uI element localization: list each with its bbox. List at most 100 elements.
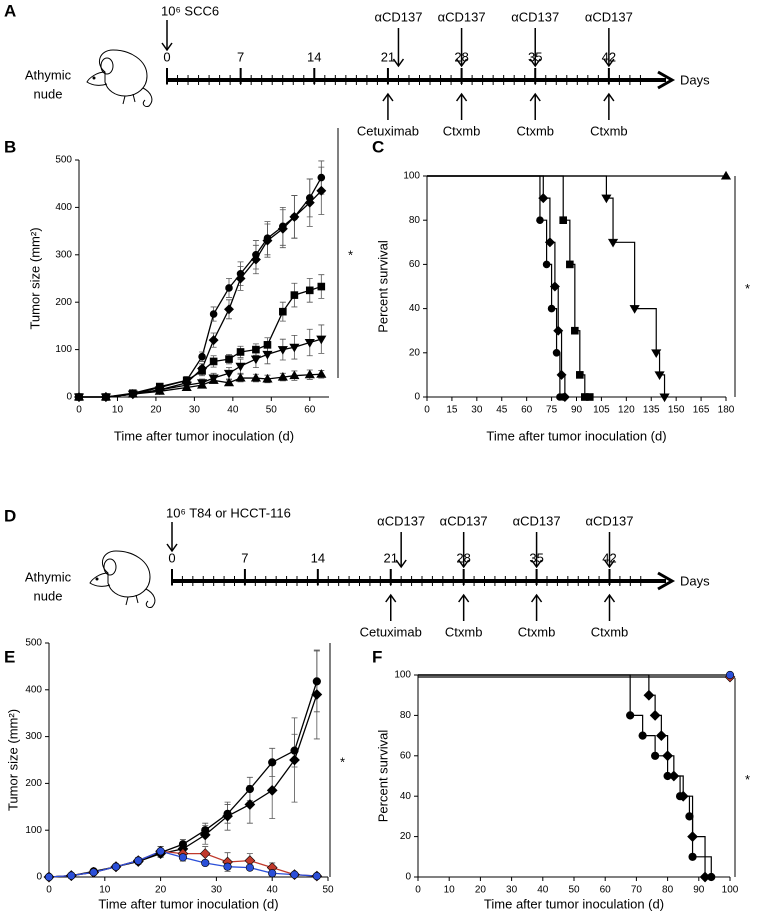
marker [566,260,574,269]
x-tick-label: 40 [227,405,239,416]
y-tick-label: 300 [25,731,42,742]
marker [67,871,76,880]
y-tick-label: 400 [25,684,42,695]
x-axis-label: Time after tumor inoculation (d) [486,428,666,443]
arrow-head [455,92,468,102]
tick-label: 14 [311,550,325,565]
marker [44,872,54,882]
marker [223,862,232,871]
treatment-label: αCD137 [511,9,559,24]
inoculation-label: 10⁶ SCC6 [161,3,219,18]
marker [643,689,655,701]
marker [223,377,235,387]
marker [559,392,570,402]
arrow-head [529,92,541,102]
y-tick-label: 100 [55,344,72,355]
panel-label: C [372,137,384,156]
marker [626,711,635,720]
y-tick-label: 0 [405,872,411,883]
marker [638,731,647,740]
tick-label: 0 [168,550,175,565]
marker [277,371,288,381]
arrow-head [529,58,541,68]
arrow-head [603,559,616,569]
significance-label: * [745,772,750,787]
x-tick-label: 0 [46,885,52,896]
y-tick-label: 40 [400,791,412,802]
treatment-label: αCD137 [586,513,634,528]
x-tick-label: 0 [76,405,82,416]
arrow-head [455,58,468,68]
marker [222,810,233,822]
y-tick-label: 0 [414,392,420,403]
x-tick-label: 30 [471,405,483,416]
survival-line [427,175,590,398]
x-tick-label: 45 [496,405,508,416]
marker [662,750,673,762]
marker [208,335,219,346]
x-tick-label: 105 [593,405,610,416]
marker [89,868,98,877]
marker [197,380,208,389]
arrow-head [603,58,615,68]
marker [73,391,85,401]
arrow-head [392,58,405,68]
host-label: nude [34,588,63,603]
arrow-head [161,42,173,52]
marker [312,871,321,881]
marker [536,216,544,224]
marker [316,335,327,345]
marker [199,848,211,859]
x-tick-label: 40 [267,885,279,896]
host-label: Athymic [25,569,72,584]
arrow-head [395,559,407,569]
y-tick-label: 200 [25,778,42,789]
arrow-head [166,543,178,553]
y-tick-label: 200 [55,297,72,308]
x-tick-label: 90 [693,885,705,896]
marker [317,282,326,291]
marker [289,211,300,222]
timeline-arrowhead [657,571,676,591]
treatment-label: αCD137 [585,9,633,24]
marker [544,237,555,248]
y-tick-label: 400 [55,202,72,213]
treatment-label: αCD137 [438,9,486,24]
x-tick-label: 10 [112,405,124,416]
survival-line [427,175,564,398]
x-tick-label: 100 [722,885,739,896]
marker [311,689,323,700]
panel-label: F [372,647,382,666]
marker [245,863,254,872]
marker [244,799,256,810]
marker [154,386,165,395]
x-tick-label: 50 [322,885,334,896]
marker [304,197,315,208]
mouse-icon [86,49,153,108]
marker [312,677,321,686]
x-tick-label: 80 [662,885,674,896]
x-tick-label: 0 [424,405,430,416]
marker [236,348,245,356]
marker [178,853,188,862]
marker [289,754,300,766]
x-tick-label: 60 [304,405,316,416]
x-axis-label: Time after tumor inoculation (d) [114,428,294,443]
marker [290,291,299,299]
marker [547,304,556,313]
x-axis-label: Time after tumor inoculation (d) [98,896,278,911]
marker [668,770,680,782]
marker [127,389,138,398]
marker [289,343,300,353]
y-tick-label: 60 [400,750,412,761]
survival-line [427,175,566,397]
marker [571,326,579,335]
treatment-label: Ctxmb [443,123,481,138]
y-tick-label: 40 [409,303,421,314]
x-tick-label: 60 [521,405,533,416]
y-tick-label: 0 [66,392,72,403]
treatment-label: αCD137 [513,513,561,528]
marker [235,273,246,284]
unit-label: Days [680,72,710,87]
